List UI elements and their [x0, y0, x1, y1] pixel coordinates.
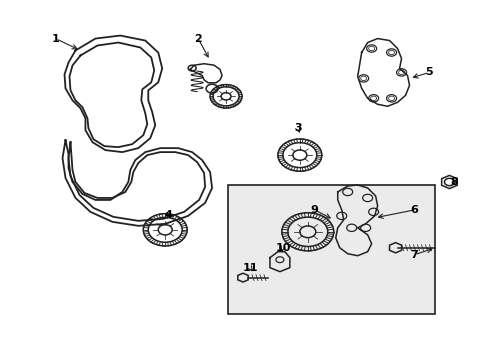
Text: 3: 3 — [293, 123, 301, 133]
Text: 10: 10 — [275, 243, 290, 253]
Text: 1: 1 — [52, 33, 59, 44]
Text: 8: 8 — [449, 177, 457, 187]
Text: 4: 4 — [164, 210, 172, 220]
Text: 6: 6 — [410, 205, 418, 215]
Text: 2: 2 — [194, 33, 202, 44]
FancyBboxPatch shape — [227, 185, 435, 315]
Text: 9: 9 — [310, 205, 318, 215]
Text: 7: 7 — [410, 250, 418, 260]
Text: 5: 5 — [425, 67, 432, 77]
Text: 11: 11 — [242, 263, 257, 273]
